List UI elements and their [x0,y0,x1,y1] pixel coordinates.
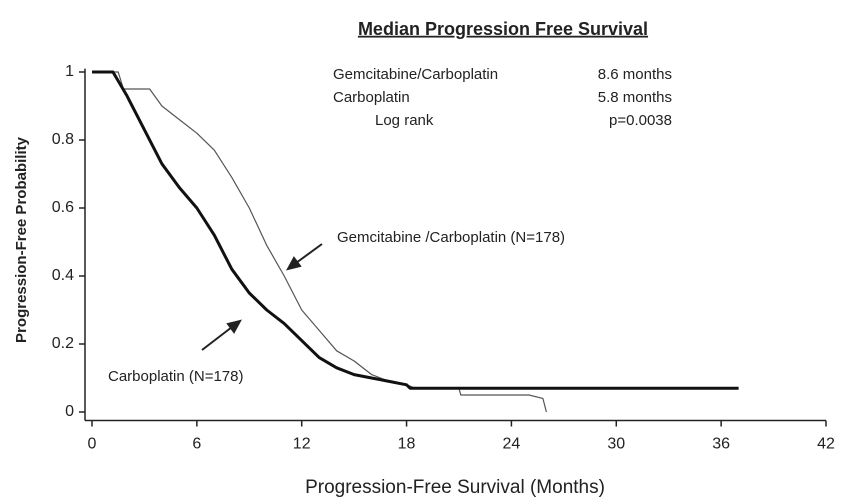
arrow-head [226,319,242,334]
y-tick-label: 1 [65,63,74,80]
x-tick-label: 30 [607,436,625,453]
x-tick-label: 24 [503,436,521,453]
y-axis-label: Progression-Free Probability [13,136,30,343]
median-row-name: Gemcitabine/Carboplatin [333,66,498,83]
log-rank-p: p=0.0038 [609,112,672,129]
survival-curve [91,70,739,390]
x-tick-label: 36 [712,436,730,453]
arrow-head [286,256,302,271]
x-tick-label: 6 [192,436,201,453]
chart-title: Median Progression Free Survival [358,19,648,39]
x-tick-label: 42 [817,436,835,453]
y-tick-label: 0.8 [52,131,74,148]
median-row-value: 5.8 months [598,89,672,106]
arrow [201,326,233,351]
arrow [295,243,323,264]
y-tick-label: 0.2 [52,335,74,352]
y-tick-label: 0.6 [52,199,74,216]
median-row-value: 8.6 months [598,66,672,83]
annotation: Gemcitabine /Carboplatin (N=178) [337,229,565,246]
x-tick-label: 12 [293,436,311,453]
y-tick-label: 0 [65,403,74,420]
median-row-name: Carboplatin [333,89,410,106]
y-tick-label: 0.4 [52,267,74,284]
x-axis-label: Progression-Free Survival (Months) [305,477,605,498]
annotation: Carboplatin (N=178) [108,368,244,385]
log-rank-label: Log rank [375,112,434,129]
x-tick-label: 18 [398,436,416,453]
x-tick-label: 0 [88,436,97,453]
arrows [201,243,323,351]
